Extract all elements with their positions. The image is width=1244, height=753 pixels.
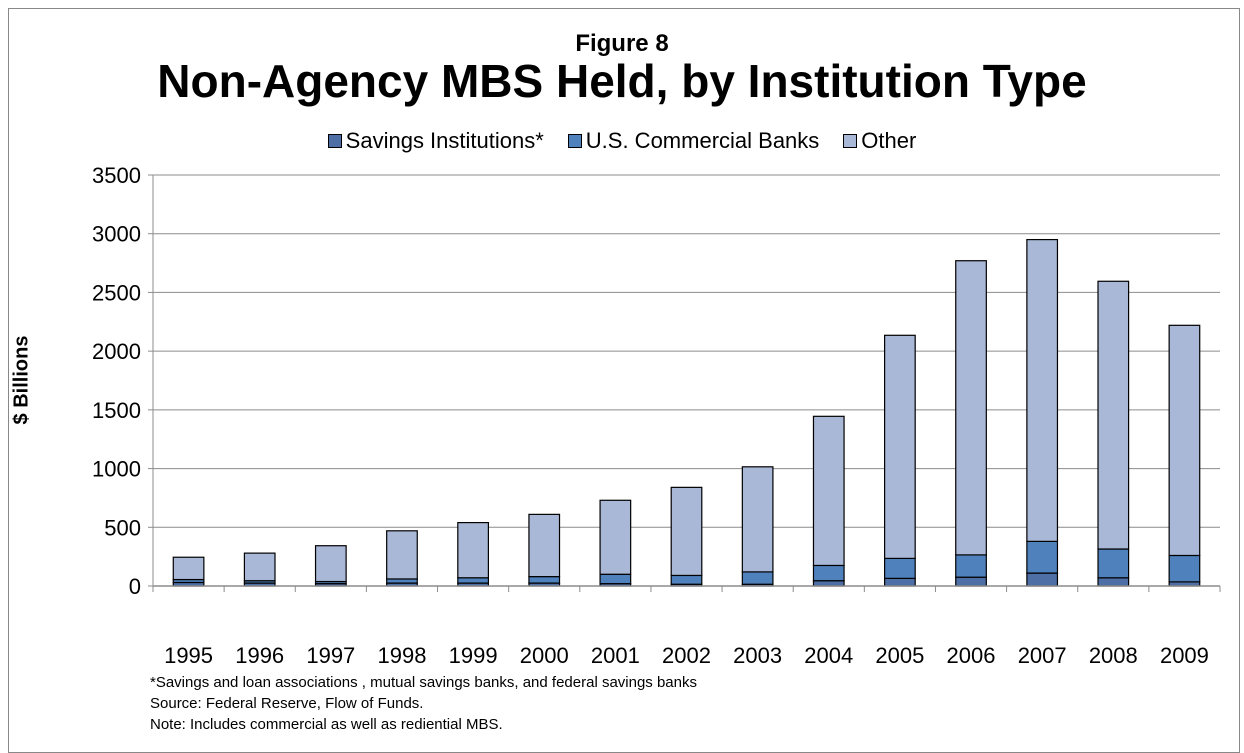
bar-2008-commercial-banks [1097, 548, 1130, 579]
x-tick-label: 2005 [875, 643, 924, 668]
bar-2005-commercial-banks [884, 557, 916, 579]
bar-2005-savings [884, 577, 916, 587]
y-tick-label: 500 [104, 515, 141, 540]
bar-2002-commercial-banks [670, 574, 703, 585]
x-tick-label: 2003 [733, 643, 782, 668]
bar-2003-other [741, 466, 774, 573]
footnote-savings: *Savings and loan associations , mutual … [150, 674, 697, 691]
x-tick-label: 2001 [591, 643, 640, 668]
y-tick-label: 1000 [92, 457, 141, 482]
bar-2006-other [955, 260, 987, 556]
bar-1995-other [172, 556, 205, 581]
bar-2008-savings [1097, 577, 1130, 587]
x-tick-label: 2007 [1018, 643, 1067, 668]
chart-title: Non-Agency MBS Held, by Institution Type [157, 55, 1087, 107]
bar-2007-savings [1026, 572, 1059, 587]
x-tick-label: 2000 [520, 643, 569, 668]
x-tick-label: 2006 [947, 643, 996, 668]
legend-label-other: Other [861, 128, 917, 153]
bar-2009-commercial-banks [1168, 554, 1201, 583]
legend-swatch-commercial-banks [567, 134, 582, 148]
includes-note: Note: Includes commercial as well as red… [150, 716, 503, 733]
legend-swatch-other [843, 134, 858, 148]
bar-2007-commercial-banks [1026, 540, 1059, 574]
x-tick-label: 1995 [164, 643, 213, 668]
legend-swatch-savings [327, 134, 342, 148]
bar-2004-other [812, 415, 845, 567]
bar-2006-savings [955, 576, 987, 587]
bar-1998-commercial-banks [386, 578, 418, 584]
y-tick-label: 0 [129, 574, 141, 599]
bar-2000-commercial-banks [528, 576, 561, 584]
bar-2005-other [884, 334, 916, 560]
bar-1999-commercial-banks [457, 577, 489, 584]
bar-2004-commercial-banks [812, 564, 845, 582]
bar-2004-savings [812, 580, 845, 587]
x-tick-label: 1999 [449, 643, 498, 668]
bar-1997-other [314, 545, 347, 583]
legend-item-commercial-banks: U.S. Commercial Banks [567, 128, 820, 154]
y-tick-label: 2500 [92, 280, 141, 305]
x-tick-label: 1997 [306, 643, 355, 668]
y-tick-label: 3000 [92, 222, 141, 247]
bar-2001-other [599, 499, 632, 575]
legend-label-commercial-banks: U.S. Commercial Banks [585, 128, 820, 153]
y-tick-label: 3500 [92, 163, 141, 188]
bar-2003-commercial-banks [741, 571, 774, 585]
bar-2002-other [670, 486, 703, 577]
bar-2001-commercial-banks [599, 573, 632, 585]
bar-2007-other [1026, 238, 1059, 542]
legend-item-savings: Savings Institutions* [327, 128, 544, 154]
legend: Savings Institutions* U.S. Commercial Ba… [0, 128, 1244, 154]
y-tick-label: 1500 [92, 398, 141, 423]
x-tick-label: 2004 [804, 643, 853, 668]
legend-label-savings: Savings Institutions* [345, 128, 544, 153]
source-note: Source: Federal Reserve, Flow of Funds. [150, 695, 424, 712]
bar-2000-other [528, 513, 561, 578]
bar-2006-commercial-banks [955, 554, 987, 578]
x-tick-label: 2002 [662, 643, 711, 668]
bar-2008-other [1097, 280, 1130, 550]
x-tick-label: 2009 [1160, 643, 1209, 668]
x-tick-label: 1996 [235, 643, 284, 668]
x-tick-label: 1998 [377, 643, 426, 668]
y-tick-label: 2000 [92, 339, 141, 364]
bar-1996-other [243, 552, 276, 582]
x-tick-label: 2008 [1089, 643, 1138, 668]
figure-label: Figure 8 [575, 30, 669, 57]
bar-2009-other [1168, 324, 1201, 557]
chart-notes: *Savings and loan associations , mutual … [150, 672, 697, 735]
legend-item-other: Other [843, 128, 916, 154]
bar-1999-other [457, 521, 489, 579]
bar-1998-other [386, 530, 418, 580]
